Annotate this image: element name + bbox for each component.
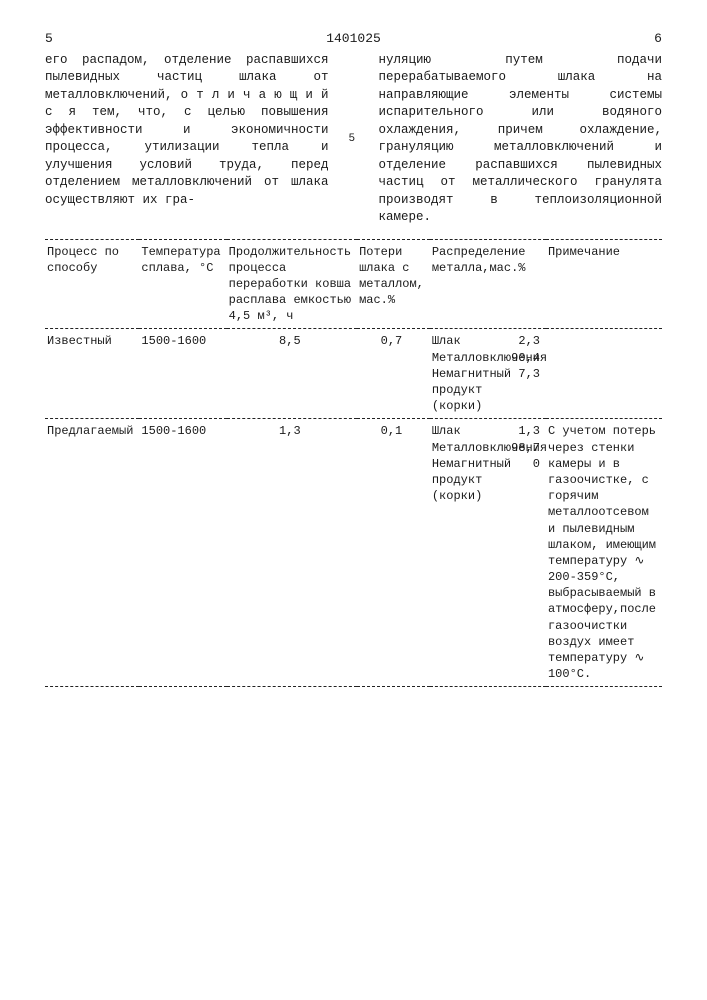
doc-number: 1401025	[326, 30, 381, 48]
col-temp: Температура сплава, °C	[139, 239, 226, 329]
col-dist: Распределение металла,мас.%	[430, 239, 546, 329]
table-row: Предлагаемый1500-16001,30,1Шлак1,3Металл…	[45, 419, 662, 687]
left-column: его распадом, отделение распавшихся пыле…	[45, 52, 329, 227]
page-num-left: 5	[45, 30, 53, 48]
body-columns: его распадом, отделение распавшихся пыле…	[45, 52, 662, 227]
col-loss: Потери шлака с металлом, мас.%	[357, 239, 430, 329]
col-duration: Продолжительность процесса переработки к…	[227, 239, 357, 329]
right-column: нуляцию путем подачи перерабатываемого ш…	[379, 52, 663, 227]
col-note: Примечание	[546, 239, 662, 329]
page-num-right: 6	[654, 30, 662, 48]
page-header: 5 1401025 6	[45, 30, 662, 48]
margin-digit: 5	[349, 132, 359, 147]
data-table: Процесс по способу Температура сплава, °…	[45, 239, 662, 688]
table-row: Известный1500-16008,50,7Шлак2,3Металловк…	[45, 329, 662, 419]
col-process: Процесс по способу	[45, 239, 139, 329]
table-header-row: Процесс по способу Температура сплава, °…	[45, 239, 662, 329]
